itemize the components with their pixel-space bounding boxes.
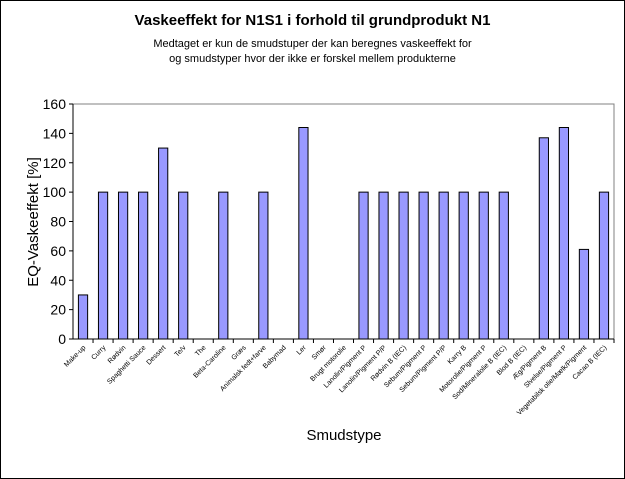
chart-subtitle-line-2: og smudstyper hvor der ikke er forskel m… <box>169 53 456 65</box>
chart-title: Vaskeeffekt for N1S1 i forhold til grund… <box>134 12 491 29</box>
bar <box>218 191 229 340</box>
bar <box>578 248 590 340</box>
bar <box>398 191 409 340</box>
bar <box>158 147 169 340</box>
bar <box>97 191 109 340</box>
y-axis-title: EQ-Vaskeeffekt [%] <box>25 157 42 287</box>
bar <box>298 127 309 340</box>
bar <box>598 191 610 340</box>
y-tick-label: 120 <box>43 155 67 171</box>
bar <box>378 191 389 340</box>
x-tick-label: Spaghetti Sauce <box>106 344 147 385</box>
chart-subtitle-line-1: Medtaget er kun de smudstuper der kan be… <box>153 38 472 50</box>
bar <box>77 294 89 340</box>
y-tick-label: 100 <box>43 184 67 200</box>
x-tick-label: Make-up <box>63 344 87 368</box>
bar <box>258 191 269 340</box>
bar <box>478 191 489 340</box>
x-tick-label: Brugt motorolie <box>309 344 348 383</box>
x-tick-label: Dessert <box>146 344 168 366</box>
bar <box>558 127 570 340</box>
bar <box>458 191 469 340</box>
bar <box>178 191 189 340</box>
plot-background <box>72 103 615 340</box>
x-tick-label: Ler <box>296 344 309 357</box>
x-tick-label: Smør <box>311 344 329 362</box>
y-tick-label: 140 <box>43 125 67 141</box>
x-tick-label: Græs <box>230 344 248 362</box>
bar <box>117 191 129 340</box>
y-tick-label: 0 <box>58 331 66 347</box>
y-tick-label: 40 <box>50 272 66 288</box>
bar <box>438 191 449 340</box>
x-tick-label: Curry <box>90 344 107 361</box>
y-tick-label: 20 <box>50 302 66 318</box>
x-tick-label: Te/v <box>174 344 188 358</box>
y-tick-label: 80 <box>50 214 66 230</box>
y-tick-label: 160 <box>43 96 67 112</box>
bar <box>138 191 149 340</box>
x-tick-label: Rødvin B (IEC) <box>370 344 408 382</box>
bar <box>498 191 509 340</box>
bar <box>358 191 369 340</box>
x-tick-label: The <box>194 344 208 358</box>
x-axis-title: Smudstype <box>306 427 381 444</box>
bar <box>538 137 549 340</box>
bar <box>418 191 429 340</box>
y-tick-label: 60 <box>50 243 66 259</box>
